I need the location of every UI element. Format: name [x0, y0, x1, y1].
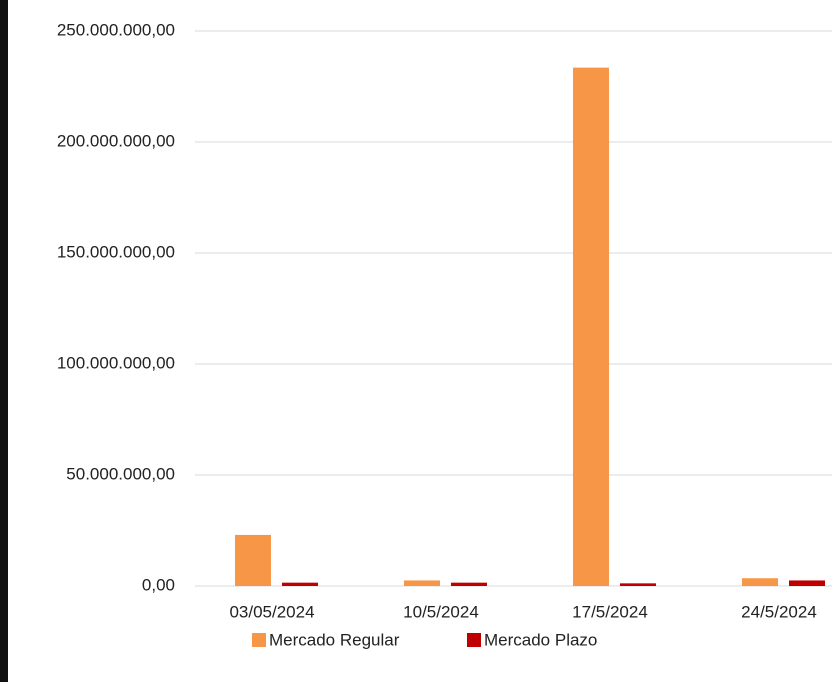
y-tick-label: 250.000.000,00 — [57, 20, 175, 39]
bar — [282, 582, 318, 586]
y-tick-label: 150.000.000,00 — [57, 242, 175, 261]
bar — [742, 578, 778, 586]
bar — [789, 580, 825, 586]
y-tick-label: 50.000.000,00 — [66, 464, 175, 483]
bar — [451, 582, 487, 586]
x-tick-label: 03/05/2024 — [229, 602, 314, 621]
bar — [235, 534, 271, 586]
bar — [573, 67, 609, 586]
legend-label: Mercado Plazo — [484, 630, 597, 649]
bar — [404, 580, 440, 586]
y-tick-label: 0,00 — [142, 575, 175, 594]
x-tick-label: 24/5/2024 — [741, 602, 817, 621]
legend-swatch — [467, 633, 481, 647]
left-edge — [0, 0, 8, 682]
legend-swatch — [252, 633, 266, 647]
x-tick-label: 17/5/2024 — [572, 602, 648, 621]
bar — [620, 583, 656, 586]
y-tick-label: 100.000.000,00 — [57, 353, 175, 372]
y-tick-label: 200.000.000,00 — [57, 131, 175, 150]
x-tick-label: 10/5/2024 — [403, 602, 479, 621]
legend-label: Mercado Regular — [269, 630, 400, 649]
